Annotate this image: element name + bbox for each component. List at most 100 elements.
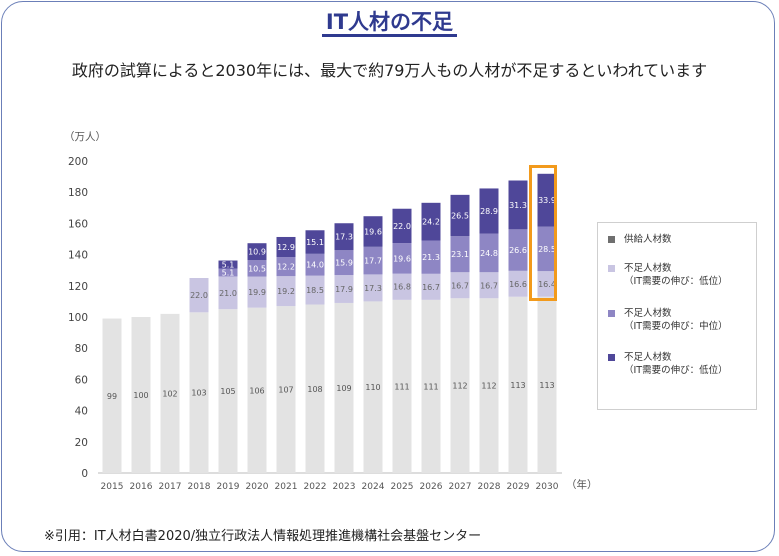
bar-segment: [305, 304, 325, 473]
data-label: 19.6: [364, 228, 382, 237]
bar-segment: [508, 270, 528, 297]
data-label: 26.6: [509, 246, 527, 255]
data-label: 107: [278, 386, 293, 395]
bar-segment: [247, 307, 267, 473]
bar-segment: [334, 302, 354, 473]
bar-segment: [479, 188, 499, 234]
data-label: 16.7: [480, 281, 498, 290]
x-tick-label: 2025: [391, 482, 414, 492]
bar-segment: [276, 236, 296, 258]
y-tick-label: 180: [68, 187, 88, 199]
x-unit-label: （年）: [566, 478, 598, 491]
data-label: 106: [249, 386, 264, 395]
bar-segment: [421, 299, 441, 473]
data-label: 16.6: [509, 280, 527, 289]
y-tick-label: 80: [75, 343, 88, 355]
bar-segment: [392, 208, 412, 244]
data-label: 14.0: [306, 261, 324, 270]
x-tick-label: 2018: [188, 482, 211, 492]
x-tick-label: 2022: [304, 482, 327, 492]
data-label: 24.2: [422, 218, 440, 227]
legend-label: 不足人材数 （IT需要の伸び：中位）: [624, 308, 728, 332]
bar-segment: [218, 309, 238, 473]
x-tick-label: 2027: [449, 482, 472, 492]
y-tick-label: 100: [68, 312, 88, 324]
data-label: 31.3: [509, 201, 527, 210]
x-tick-label: 2016: [130, 482, 153, 492]
bar-segment: [450, 298, 470, 473]
data-label: 33.9: [538, 196, 556, 205]
bar-segment: [218, 268, 238, 277]
data-label: 111: [423, 382, 438, 391]
bar-segment: [537, 226, 557, 272]
chart-bars: [102, 173, 557, 473]
bar-segment: [392, 299, 412, 473]
y-tick-label: 0: [81, 468, 88, 480]
bar-segment: [247, 243, 267, 261]
bar-segment: [537, 296, 557, 473]
data-label: 99: [107, 392, 117, 401]
data-label: 19.2: [277, 287, 295, 296]
x-tick-label: 2017: [159, 482, 182, 492]
data-label: 109: [336, 384, 351, 393]
y-tick-label: 60: [75, 374, 88, 386]
bar-segment: [450, 272, 470, 299]
x-tick-label: 2028: [478, 482, 501, 492]
bar-segment: [131, 317, 151, 473]
bar-segment: [421, 240, 441, 274]
y-tick-label: 200: [68, 156, 88, 168]
bar-segment: [479, 233, 499, 273]
data-label: 100: [133, 391, 148, 400]
data-label: 10.9: [248, 248, 266, 257]
page-title: IT人材の不足: [0, 6, 779, 37]
data-label: 18.5: [306, 286, 324, 295]
bar-segment: [247, 276, 267, 308]
data-label: 17.3: [364, 284, 382, 293]
bar-segment: [421, 273, 441, 300]
data-label: 26.5: [451, 212, 469, 221]
data-label: 15.1: [306, 238, 324, 247]
bar-segment: [218, 260, 238, 269]
bar-segment: [334, 250, 354, 276]
data-label: 111: [394, 382, 409, 391]
data-label: 17.3: [335, 233, 353, 242]
data-label: 112: [452, 382, 467, 391]
data-label: 103: [191, 389, 206, 398]
bar-segment: [421, 202, 441, 241]
bar-segment: [363, 246, 383, 275]
x-tick-label: 2026: [420, 482, 443, 492]
data-label: 12.9: [277, 243, 295, 252]
data-label: 16.7: [422, 283, 440, 292]
bar-segment: [247, 260, 267, 277]
highlight-box-2030: [529, 165, 557, 301]
data-label: 21.0: [219, 289, 237, 298]
data-label: 113: [539, 381, 554, 390]
data-label: 12.2: [277, 263, 295, 272]
chart-legend: 供給人材数 不足人材数 （IT需要の伸び：低位） 不足人材数 （IT需要の伸び：中位） …: [597, 222, 757, 410]
data-label: 28.5: [538, 245, 556, 254]
legend-swatch: [608, 265, 615, 272]
data-label: 112: [481, 382, 496, 391]
data-label: 24.8: [480, 249, 498, 258]
x-tick-label: 2021: [275, 482, 298, 492]
x-tick-label: 2019: [217, 482, 240, 492]
x-tick-label: 2024: [362, 482, 385, 492]
source-citation: ※引用：IT人材白書2020/独立行政法人情報処理推進機構社会基盤センター: [44, 529, 482, 544]
bar-segment: [508, 296, 528, 473]
bar-segment: [102, 318, 122, 473]
bar-segment: [537, 271, 557, 297]
bar-segment: [276, 276, 296, 307]
bar-segment: [334, 275, 354, 303]
bar-segment: [363, 301, 383, 473]
bar-segment: [479, 298, 499, 473]
x-tick-label: 2015: [101, 482, 124, 492]
data-label: 22.0: [190, 291, 208, 300]
x-tick-label: 2030: [536, 482, 559, 492]
bar-segment: [305, 275, 325, 305]
bar-segment: [392, 273, 412, 300]
bar-segment: [508, 229, 528, 271]
data-label: 21.3: [422, 253, 440, 262]
bar-segment: [363, 216, 383, 247]
legend-label: 不足人材数 （IT需要の伸び：低位）: [624, 352, 728, 376]
